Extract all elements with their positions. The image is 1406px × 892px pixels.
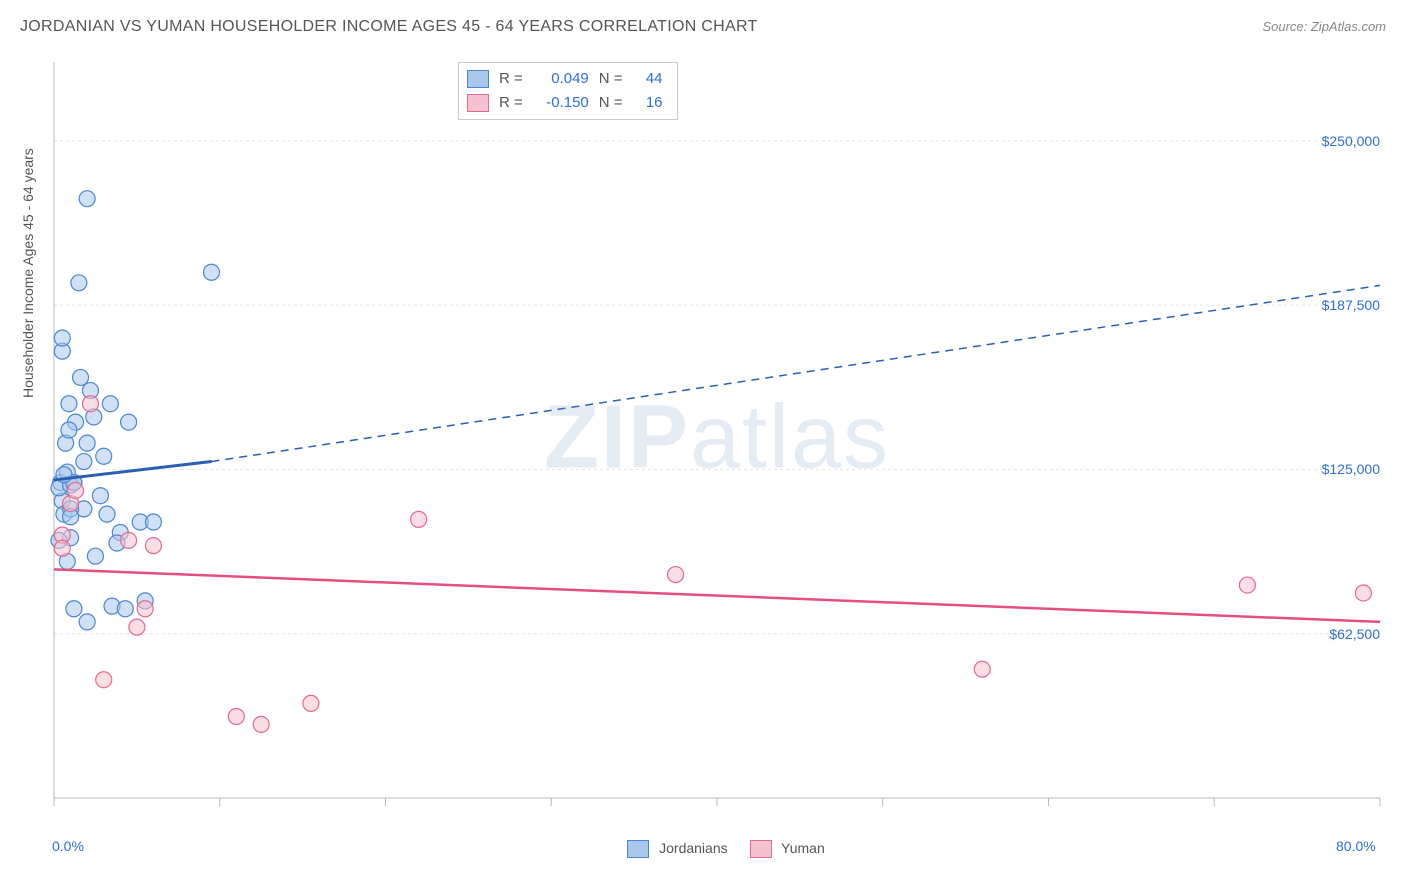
chart-title: JORDANIAN VS YUMAN HOUSEHOLDER INCOME AG… [20,18,758,36]
y-tick-label: $187,500 [1322,297,1380,313]
r-value-yuman: -0.150 [533,91,589,115]
correlation-legend: R = 0.049 N = 44 R = -0.150 N = 16 [458,62,678,120]
legend-row-jordanians: R = 0.049 N = 44 [467,67,663,91]
swatch-jordanians [627,840,649,858]
swatch-yuman [467,94,489,112]
r-value-jordanians: 0.049 [533,67,589,91]
swatch-yuman [750,840,772,858]
source-attribution: Source: ZipAtlas.com [1262,19,1386,34]
y-tick-label: $250,000 [1322,133,1380,149]
n-label: N = [599,67,623,91]
legend-row-yuman: R = -0.150 N = 16 [467,91,663,115]
chart-area: Householder Income Ages 45 - 64 years ZI… [48,58,1386,828]
n-label: N = [599,91,623,115]
scatter-plot [48,58,1386,828]
y-axis-label: Householder Income Ages 45 - 64 years [20,148,36,398]
legend-label-jordanians: Jordanians [659,840,728,856]
legend-label-yuman: Yuman [781,840,825,856]
x-tick-label: 80.0% [1336,838,1376,854]
r-label: R = [499,91,523,115]
y-tick-label: $62,500 [1329,626,1380,642]
r-label: R = [499,67,523,91]
swatch-jordanians [467,70,489,88]
n-value-yuman: 16 [633,91,663,115]
x-tick-label: 0.0% [52,838,84,854]
n-value-jordanians: 44 [633,67,663,91]
y-tick-label: $125,000 [1322,461,1380,477]
series-legend: Jordanians Yuman [48,840,1386,858]
